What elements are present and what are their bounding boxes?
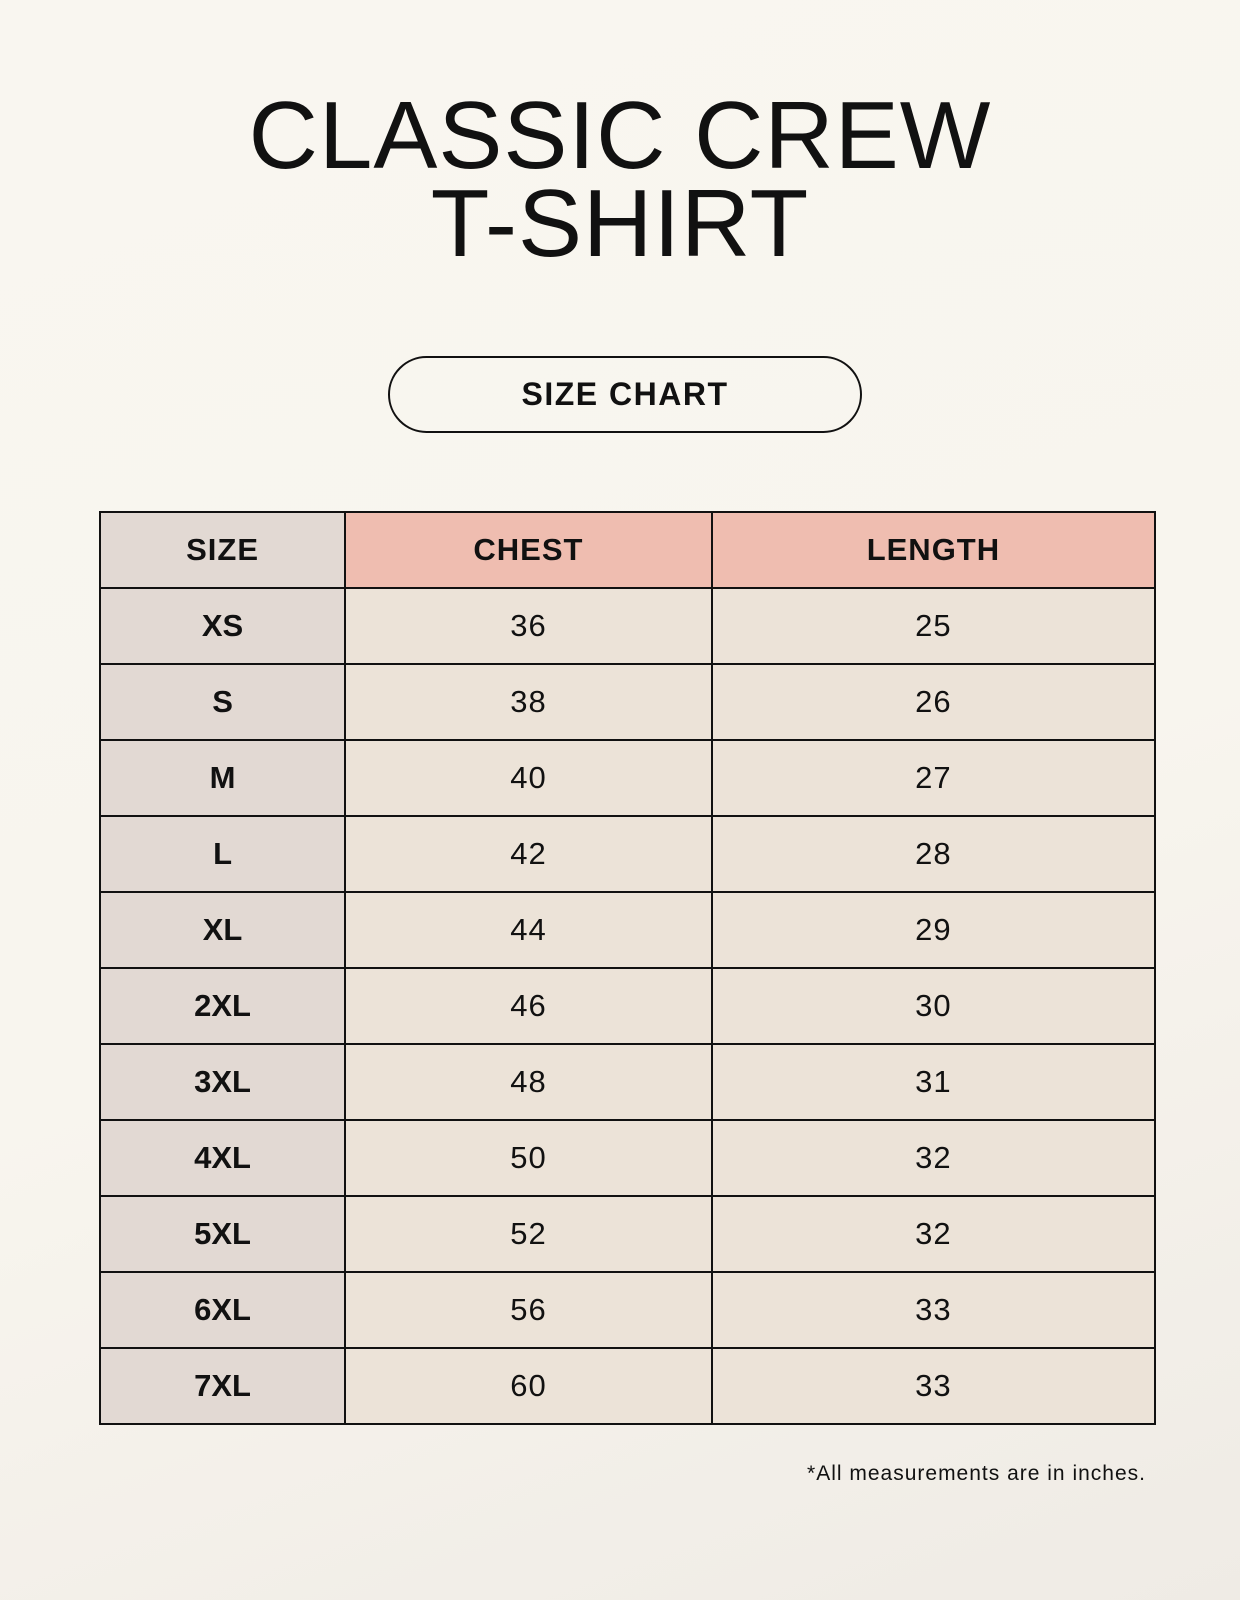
size-chart-label: SIZE CHART [388, 356, 862, 433]
cell-chest: 36 [344, 587, 713, 665]
table-row: 4XL 50 32 [98, 1119, 1157, 1197]
cell-size: 6XL [98, 1271, 347, 1349]
cell-chest: 38 [344, 663, 713, 741]
header-chest: CHEST [344, 511, 713, 589]
cell-length: 32 [710, 1195, 1157, 1273]
table-row: L 42 28 [98, 815, 1157, 893]
table-row: 6XL 56 33 [98, 1271, 1157, 1349]
cell-chest: 56 [344, 1271, 713, 1349]
cell-chest: 40 [344, 739, 713, 817]
cell-size: L [98, 815, 347, 893]
cell-length: 30 [710, 967, 1157, 1045]
title-line-1: CLASSIC CREW [248, 82, 992, 189]
cell-length: 26 [710, 663, 1157, 741]
cell-chest: 42 [344, 815, 713, 893]
cell-size: 4XL [98, 1119, 347, 1197]
cell-size: 3XL [98, 1043, 347, 1121]
page-title: CLASSIC CREW T-SHIRT [0, 82, 1240, 277]
table-row: XS 36 25 [98, 587, 1157, 665]
table-row: 5XL 52 32 [98, 1195, 1157, 1273]
table-row: S 38 26 [98, 663, 1157, 741]
cell-size: M [98, 739, 347, 817]
header-size: SIZE [98, 511, 347, 589]
cell-chest: 48 [344, 1043, 713, 1121]
cell-size: S [98, 663, 347, 741]
cell-size: XS [98, 587, 347, 665]
cell-size: 2XL [98, 967, 347, 1045]
cell-chest: 44 [344, 891, 713, 969]
cell-length: 27 [710, 739, 1157, 817]
cell-length: 31 [710, 1043, 1157, 1121]
table-row: 3XL 48 31 [98, 1043, 1157, 1121]
cell-length: 33 [710, 1271, 1157, 1349]
cell-size: XL [98, 891, 347, 969]
size-table: SIZE CHEST LENGTH XS 36 25 S 38 26 M 40 27 L 42 28 X… [98, 511, 1157, 1425]
table-row: XL 44 29 [98, 891, 1157, 969]
cell-chest: 52 [344, 1195, 713, 1273]
table-header-row: SIZE CHEST LENGTH [98, 511, 1157, 589]
cell-length: 33 [710, 1347, 1157, 1425]
cell-length: 28 [710, 815, 1157, 893]
cell-chest: 60 [344, 1347, 713, 1425]
cell-length: 25 [710, 587, 1157, 665]
cell-chest: 46 [344, 967, 713, 1045]
table-row: M 40 27 [98, 739, 1157, 817]
table-row: 7XL 60 33 [98, 1347, 1157, 1425]
header-length: LENGTH [710, 511, 1157, 589]
cell-size: 7XL [98, 1347, 347, 1425]
cell-size: 5XL [98, 1195, 347, 1273]
title-line-2: T-SHIRT [430, 170, 810, 277]
footnote: *All measurements are in inches. [807, 1462, 1146, 1485]
cell-length: 29 [710, 891, 1157, 969]
cell-length: 32 [710, 1119, 1157, 1197]
table-row: 2XL 46 30 [98, 967, 1157, 1045]
cell-chest: 50 [344, 1119, 713, 1197]
